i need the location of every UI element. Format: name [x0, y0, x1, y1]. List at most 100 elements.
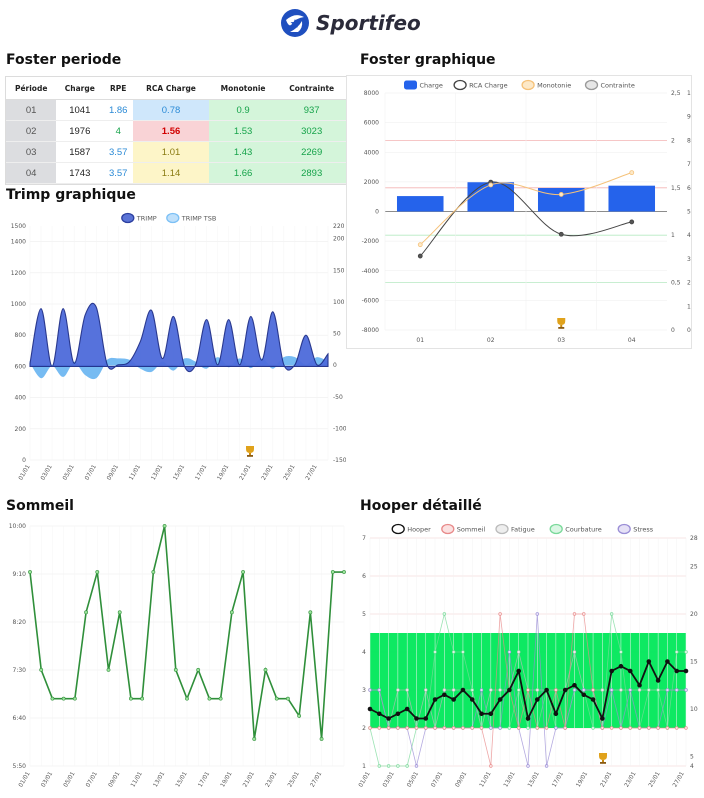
- y-tick-label: 200: [15, 426, 27, 433]
- data-point: [582, 688, 586, 692]
- trophy-cup: [557, 318, 566, 325]
- data-point: [684, 726, 688, 730]
- data-point: [507, 650, 512, 654]
- y-tick-label: 1000: [11, 301, 26, 308]
- y-tick-label: -8000: [362, 327, 380, 334]
- data-point: [675, 650, 679, 654]
- data-point: [39, 667, 44, 672]
- data-point: [619, 726, 623, 730]
- data-point: [129, 696, 133, 701]
- data-point: [609, 688, 614, 692]
- trophy-icon: [246, 446, 254, 457]
- x-tick-label: 21/01: [239, 464, 253, 482]
- legend-label: Fatigue: [511, 526, 535, 534]
- cell-rca: 0.78: [133, 99, 209, 121]
- data-point: [140, 696, 145, 701]
- data-point: [572, 612, 577, 616]
- legend-swatch: [121, 212, 135, 224]
- legend-label: Monotonie: [537, 82, 571, 90]
- col-periode: Période: [6, 77, 57, 100]
- y-tick-label: 5: [362, 611, 366, 618]
- x-tick-label: 13/01: [153, 771, 167, 789]
- data-point: [297, 714, 302, 718]
- y-right2-tick-label: 8: [687, 137, 691, 144]
- legend-swatch: [617, 523, 631, 535]
- x-tick-label: 25/01: [283, 464, 297, 482]
- x-tick-label: 15/01: [173, 464, 187, 482]
- y-right2-tick-label: 10: [687, 90, 692, 97]
- y-right-tick-label: 25: [690, 564, 698, 571]
- data-point: [252, 737, 257, 741]
- y-right2-tick-label: 3: [687, 256, 691, 263]
- data-point: [637, 688, 642, 692]
- data-point: [173, 667, 178, 672]
- data-point: [544, 726, 549, 730]
- col-monotonie: Monotonie: [208, 77, 278, 100]
- hooper-detaille-chart: Hooper Sommeil Fatigue Courbature Stress 7 6 5 4…: [358, 523, 698, 789]
- app-logo[interactable]: Sportifeo: [280, 6, 430, 40]
- y-tick-label: 1: [362, 763, 366, 770]
- cell-rca: 1.14: [133, 162, 209, 184]
- y-right2-tick-label: 7: [687, 161, 691, 168]
- y-tick-label: 1400: [11, 239, 26, 246]
- series-line-monotonie: [419, 172, 632, 246]
- data-point: [396, 688, 400, 692]
- data-point: [442, 692, 447, 698]
- data-point: [442, 726, 447, 730]
- y-right-tick-label: 4: [690, 763, 694, 770]
- y-right2-tick-label: 5: [687, 209, 691, 216]
- trophy-cup: [599, 753, 607, 760]
- y-right2-tick-label: 1: [687, 303, 691, 310]
- y-tick-label: 0: [375, 209, 379, 216]
- data-point: [368, 726, 372, 730]
- cell-monotonie: 1.43: [208, 141, 278, 163]
- data-point: [675, 726, 679, 730]
- y-right-tick-label: -50: [333, 394, 343, 401]
- data-point: [637, 682, 642, 688]
- x-tick-label: 01/01: [18, 464, 32, 482]
- data-point: [479, 711, 484, 717]
- data-point: [274, 696, 279, 701]
- y-tick-label: -2000: [362, 238, 380, 245]
- cell-rpe: 3.57: [103, 141, 134, 163]
- data-point: [683, 668, 689, 674]
- data-point: [629, 219, 635, 225]
- x-tick-label: 13/01: [151, 464, 165, 482]
- data-point: [526, 726, 530, 730]
- data-point: [442, 612, 447, 616]
- data-point: [526, 764, 530, 768]
- data-point: [582, 612, 586, 616]
- x-tick-label: 15/01: [527, 771, 541, 789]
- x-tick-label: 23/01: [261, 464, 275, 482]
- cell-charge: 1976: [56, 120, 104, 142]
- data-point: [674, 668, 680, 674]
- data-point: [405, 764, 409, 768]
- foster-periode-table: Période Charge RPE RCA Charge Monotonie …: [5, 76, 347, 185]
- legend-label: Contrainte: [601, 82, 635, 90]
- trophy-base: [600, 762, 606, 764]
- y-right-tick-label: 150: [333, 267, 345, 274]
- data-point: [395, 711, 401, 717]
- data-point: [609, 668, 614, 674]
- x-tick-label: 03/01: [41, 771, 55, 789]
- x-tick-label: 09/01: [455, 771, 469, 789]
- data-point: [469, 697, 475, 702]
- y-tick-label: 2000: [364, 179, 379, 186]
- y-right-tick-label: 1: [671, 232, 675, 239]
- cell-periode: 03: [6, 141, 57, 163]
- legend-item: Courbature: [549, 523, 602, 535]
- legend-swatch: [404, 80, 417, 90]
- data-point: [106, 667, 111, 672]
- data-point: [470, 688, 474, 692]
- data-point: [50, 696, 55, 701]
- legend-swatch: [441, 523, 455, 535]
- legend-item: Contrainte: [584, 79, 635, 91]
- trophy-base: [247, 455, 253, 457]
- data-point: [451, 650, 456, 654]
- x-tick-label: 21/01: [600, 771, 614, 789]
- foster-graphique-chart: Charge RCA Charge Monotonie Contrainte80006…: [346, 75, 692, 349]
- app-name: Sportifeo: [316, 11, 421, 35]
- data-point: [535, 726, 539, 730]
- x-tick-label: 01/01: [18, 771, 32, 789]
- data-point: [417, 242, 423, 248]
